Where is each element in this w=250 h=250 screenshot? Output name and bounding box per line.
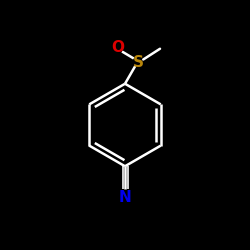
Text: S: S [133, 55, 144, 70]
Text: O: O [111, 40, 124, 55]
Text: N: N [119, 190, 132, 204]
